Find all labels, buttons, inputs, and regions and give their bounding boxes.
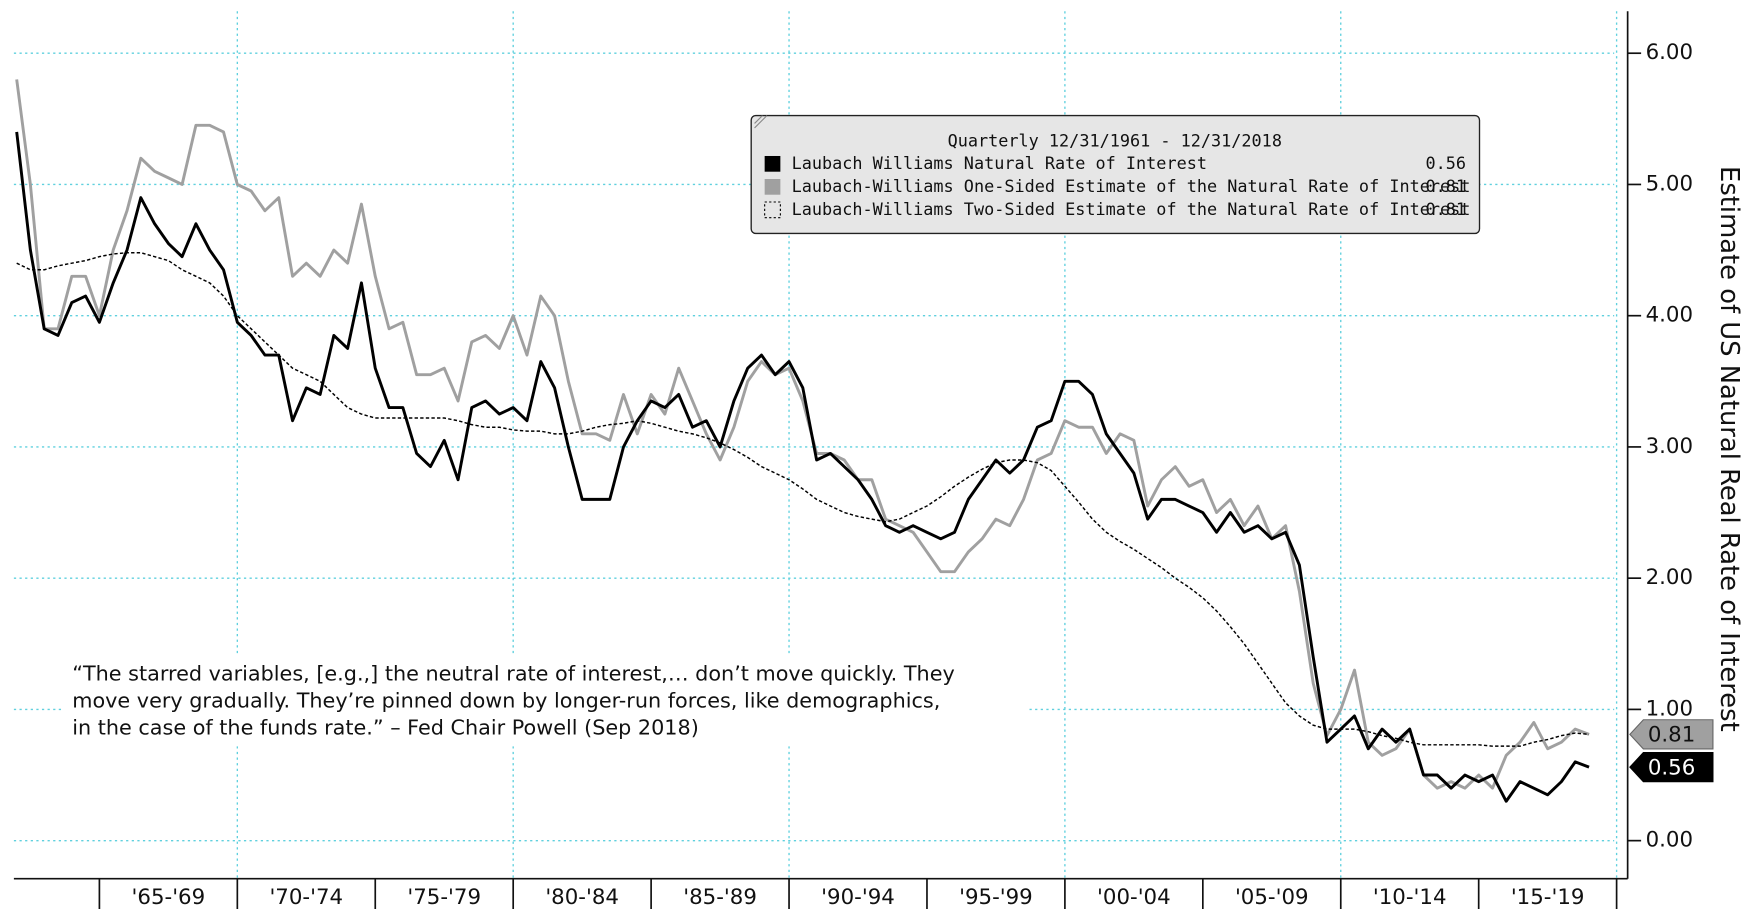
- grid: 0.00 1.00 2.00 3.00 4.00 5.00 6.00 '65-'69 '70-'…: [13, 11, 1693, 909]
- x-tick-label: '10-'14: [1373, 885, 1447, 909]
- y-tick-label: 1.00: [1646, 696, 1693, 721]
- legend-swatch: [764, 201, 781, 219]
- legend-swatch: [764, 155, 781, 172]
- y-tick-label: 3.00: [1646, 434, 1693, 459]
- overlay: Quarterly 12/31/1961 - 12/31/2018 Laubach…: [750, 114, 1714, 783]
- x-tick-label: '00-'04: [1097, 885, 1171, 909]
- value-tag-label: 0.56: [1648, 755, 1695, 780]
- legend-label: Laubach-Williams Two-Sided Estimate of t…: [792, 199, 1471, 219]
- annotation-background: [62, 656, 1028, 747]
- legend-value: 0.81: [1426, 176, 1467, 196]
- value-tag: [1629, 719, 1714, 750]
- annotation: move very gradually. They’re pinned down…: [72, 688, 940, 712]
- x-tick-label: '75-'79: [407, 885, 481, 909]
- x-tick-label: '65-'69: [132, 885, 206, 909]
- y-tick-label: 6.00: [1646, 40, 1693, 65]
- y-tick-label: 0.00: [1646, 828, 1693, 853]
- y-tick-label: 5.00: [1646, 171, 1693, 196]
- x-tick-label: '05-'09: [1235, 885, 1309, 909]
- plot: [15, 79, 1590, 803]
- annotation: “The starred variables, [e.g.,] the neut…: [72, 661, 955, 685]
- x-tick-label: '85-'89: [683, 885, 757, 909]
- legend-corner: [754, 115, 768, 129]
- y-tick-label: 4.00: [1646, 303, 1693, 328]
- legend-value: 0.56: [1426, 153, 1467, 173]
- x-tick-label: '80-'84: [545, 885, 619, 909]
- x-tick-label: '95-'99: [959, 885, 1033, 909]
- legend-box: [750, 114, 1481, 235]
- x-tick-label: '70-'74: [269, 885, 343, 909]
- annotation: in the case of the funds rate.” – Fed Ch…: [72, 715, 699, 739]
- value-tag: [1629, 751, 1714, 783]
- value-tag-label: 0.81: [1648, 722, 1695, 747]
- series-line: [16, 251, 1590, 747]
- legend-title: Quarterly 12/31/1961 - 12/31/2018: [948, 130, 1282, 150]
- legend-label: Laubach Williams Natural Rate of Interes…: [792, 153, 1207, 173]
- legend-value: 0.81: [1426, 199, 1467, 219]
- legend-swatch: [764, 178, 781, 195]
- x-tick-label: '90-'94: [821, 885, 895, 909]
- y-tick-label: 2.00: [1646, 565, 1693, 590]
- legend-label: Laubach-Williams One-Sided Estimate of t…: [792, 176, 1471, 196]
- y-axis-title: Estimate of US Natural Real Rate of Inte…: [1714, 166, 1744, 732]
- x-tick-label: '15-'19: [1511, 885, 1585, 909]
